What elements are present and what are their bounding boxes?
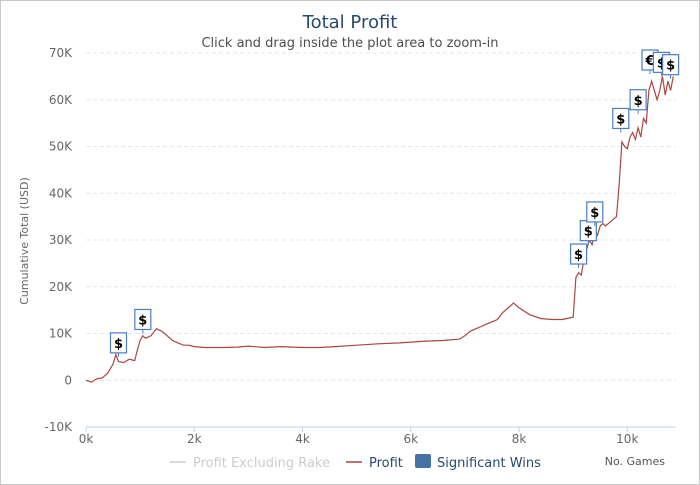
x-tick-label: 8k xyxy=(512,432,527,446)
flag-label: $ xyxy=(584,225,593,240)
significant-wins-flags: $$$$$$$€ $ $ xyxy=(109,49,680,357)
significant-win-flag[interactable]: $ xyxy=(579,220,597,245)
flag-label: $ xyxy=(634,94,643,109)
y-tick-label: 0 xyxy=(64,373,72,387)
flag-label: $ xyxy=(616,112,625,127)
y-tick-label: 70K xyxy=(49,46,73,60)
chart-title: Total Profit xyxy=(302,12,398,33)
y-axis-ticks: -10K 0 10K 20K 30K 40K 50K 60K 70K xyxy=(45,46,74,434)
y-tick-label: -10K xyxy=(45,420,74,434)
y-tick-label: 50K xyxy=(49,140,73,154)
series-line-profit xyxy=(85,76,674,383)
y-tick-label: 10K xyxy=(49,327,73,341)
chart-subtitle: Click and drag inside the plot area to z… xyxy=(201,36,498,51)
flag-label: € xyxy=(644,54,654,69)
y-tick-label: 20K xyxy=(49,280,73,294)
legend: Profit Excluding Rake Profit Significant… xyxy=(170,454,541,471)
significant-win-flag[interactable]: $ xyxy=(629,89,647,114)
y-tick-label: 60K xyxy=(49,93,73,107)
legend-label-profit-excluding-rake: Profit Excluding Rake xyxy=(193,456,330,471)
significant-win-flag[interactable]: $ xyxy=(612,107,630,133)
significant-win-flag[interactable]: $ xyxy=(109,332,128,357)
significant-win-flag[interactable]: $ xyxy=(586,201,604,226)
flag-box xyxy=(661,54,680,76)
flag-label: $ xyxy=(657,56,666,71)
flag-box xyxy=(612,107,630,130)
x-tick-label: 6k xyxy=(403,432,418,446)
flag-box xyxy=(586,201,604,223)
x-tick-label: 4k xyxy=(295,432,310,446)
x-axis-label: No. Games xyxy=(605,455,666,468)
plot-area[interactable]: $$$$$$$€ $ $ xyxy=(85,49,680,383)
flag-label: $ xyxy=(590,206,599,221)
significant-win-flag[interactable]: $ xyxy=(134,308,152,334)
legend-label-profit: Profit xyxy=(369,456,403,471)
legend-box-significant-wins xyxy=(415,454,431,468)
flag-label: $ xyxy=(114,337,123,352)
x-tick-label: 10k xyxy=(616,432,638,446)
flag-box xyxy=(569,243,588,265)
flag-box xyxy=(134,308,152,331)
y-tick-label: 40K xyxy=(49,186,73,200)
legend-item-profit-excluding-rake[interactable]: Profit Excluding Rake xyxy=(170,456,330,471)
flag-label: $ xyxy=(666,59,675,74)
legend-label-significant-wins: Significant Wins xyxy=(437,456,541,471)
legend-item-significant-wins[interactable]: Significant Wins xyxy=(415,454,541,471)
significant-win-flag[interactable]: $ xyxy=(661,54,680,79)
flag-label: $ xyxy=(574,248,583,263)
flag-box xyxy=(629,89,647,111)
y-axis-label: Cumulative Total (USD) xyxy=(18,177,31,305)
x-tick-label: 0k xyxy=(79,432,94,446)
flag-label: $ xyxy=(138,313,147,328)
x-axis-ticks: 0k 2k 4k 6k 8k 10k xyxy=(79,427,638,446)
significant-win-flag[interactable]: $ xyxy=(569,243,588,269)
y-tick-label: 30K xyxy=(49,233,73,247)
flag-box xyxy=(109,332,128,354)
legend-item-profit[interactable]: Profit xyxy=(346,456,403,471)
x-tick-label: 2k xyxy=(187,432,202,446)
